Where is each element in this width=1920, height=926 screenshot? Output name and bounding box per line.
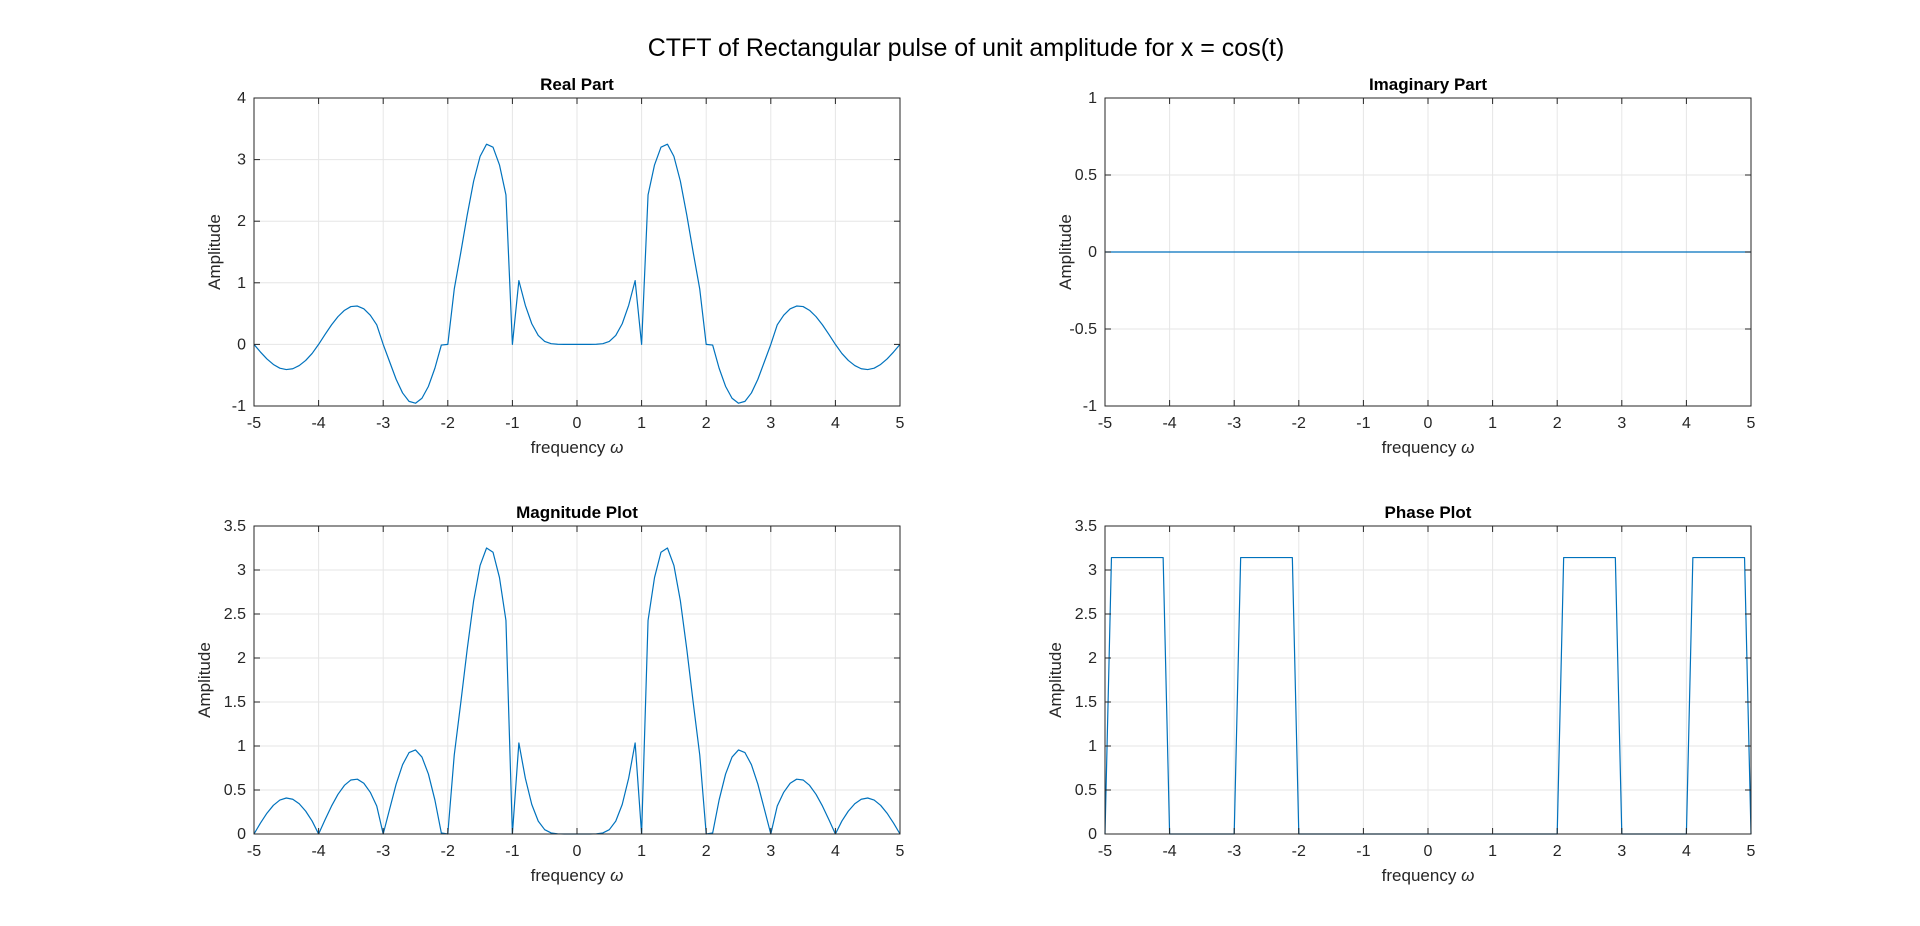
real-part-xtick-label: 2	[702, 415, 711, 432]
imaginary-part-xtick-label: -2	[1292, 415, 1306, 432]
magnitude-plot-xtick-label: -2	[441, 843, 455, 860]
imaginary-part-xtick-label: 1	[1488, 415, 1497, 432]
imaginary-part-xlabel-text: frequency	[1382, 438, 1457, 457]
magnitude-plot-xlabel-symbol: ω	[610, 866, 623, 885]
magnitude-plot-ylabel: Amplitude	[195, 642, 214, 718]
real-part-xtick-label: -2	[441, 415, 455, 432]
magnitude-plot-xlabel: frequency ω	[531, 866, 624, 885]
real-part-title: Real Part	[540, 75, 614, 94]
imaginary-part-xtick-label: 0	[1424, 415, 1433, 432]
magnitude-plot-ytick-label: 2	[237, 650, 246, 667]
magnitude-plot-ytick-label: 0.5	[224, 782, 246, 799]
magnitude-plot-ytick-label: 1.5	[224, 694, 246, 711]
real-part-ytick-label: 0	[237, 336, 246, 353]
imaginary-part-xlabel-symbol: ω	[1461, 438, 1474, 457]
magnitude-plot-xtick-label: -5	[247, 843, 261, 860]
imaginary-part-xtick-label: -4	[1162, 415, 1176, 432]
real-part-xtick-label: 3	[766, 415, 775, 432]
phase-plot-xtick-label: -1	[1356, 843, 1370, 860]
phase-plot-xtick-label: 1	[1488, 843, 1497, 860]
real-part-xlabel-text: frequency	[531, 438, 606, 457]
real-part-xtick-label: -3	[376, 415, 390, 432]
magnitude-plot-xtick-label: 2	[702, 843, 711, 860]
magnitude-plot-ytick-label: 3	[237, 562, 246, 579]
axes-layer: -5 -4 -3 -2 -1 0 1 2 3 4 5 -1 0 1 2 3 4 Real Part frequenc…	[195, 75, 1756, 885]
phase-plot-xtick-label: -2	[1292, 843, 1306, 860]
phase-plot-ytick-label: 2.5	[1075, 606, 1097, 623]
magnitude-plot-xtick-label: -4	[311, 843, 325, 860]
real-part-ytick-label: 4	[237, 90, 246, 107]
phase-plot-xtick-label: -5	[1098, 843, 1112, 860]
imaginary-part-title: Imaginary Part	[1369, 75, 1487, 94]
real-part-ytick-label: 1	[237, 275, 246, 292]
phase-plot-xlabel: frequency ω	[1382, 866, 1475, 885]
phase-plot-ylabel: Amplitude	[1046, 642, 1065, 718]
magnitude-plot-ytick-label: 2.5	[224, 606, 246, 623]
phase-plot-ytick-label: 3.5	[1075, 518, 1097, 535]
real-part-xtick-label: 5	[896, 415, 905, 432]
phase-plot-title: Phase Plot	[1385, 503, 1472, 522]
phase-plot-ytick-label: 1	[1088, 738, 1097, 755]
imaginary-part-ylabel: Amplitude	[1056, 214, 1075, 290]
real-part-xtick-label: 1	[637, 415, 646, 432]
imaginary-part-ytick-label: 0	[1088, 244, 1097, 261]
real-part-xtick-label: -5	[247, 415, 261, 432]
real-part-xlabel: frequency ω	[531, 438, 624, 457]
magnitude-plot-xtick-label: -1	[505, 843, 519, 860]
phase-plot-xtick-label: 4	[1682, 843, 1691, 860]
imaginary-part-xtick-label: -5	[1098, 415, 1112, 432]
phase-plot-xtick-label: 5	[1747, 843, 1756, 860]
imaginary-part-xtick-label: 2	[1553, 415, 1562, 432]
imaginary-part-xtick-label: 4	[1682, 415, 1691, 432]
real-part-ytick-label: 2	[237, 213, 246, 230]
phase-plot-xlabel-symbol: ω	[1461, 866, 1474, 885]
real-part-ylabel: Amplitude	[205, 214, 224, 290]
imaginary-part-xtick-label: 5	[1747, 415, 1756, 432]
imaginary-part-xlabel: frequency ω	[1382, 438, 1475, 457]
phase-plot-xtick-label: 0	[1424, 843, 1433, 860]
magnitude-plot-xtick-label: 1	[637, 843, 646, 860]
imaginary-part-axes: -5 -4 -3 -2 -1 0 1 2 3 4 5 -1 -0.5 0 0.5 1 Imaginary Par…	[1056, 75, 1756, 457]
phase-plot-ytick-label: 0.5	[1075, 782, 1097, 799]
magnitude-plot-xtick-label: -3	[376, 843, 390, 860]
imaginary-part-ytick-label: 0.5	[1075, 167, 1097, 184]
real-part-xtick-label: 4	[831, 415, 840, 432]
magnitude-plot-xtick-label: 3	[766, 843, 775, 860]
phase-plot-xtick-label: -4	[1162, 843, 1176, 860]
imaginary-part-ytick-label: 1	[1088, 90, 1097, 107]
real-part-series-line	[253, 143, 901, 404]
magnitude-plot-xlabel-text: frequency	[531, 866, 606, 885]
magnitude-plot-ytick-label: 0	[237, 826, 246, 843]
figure-title: CTFT of Rectangular pulse of unit amplit…	[648, 34, 1285, 62]
phase-plot-xtick-label: 3	[1617, 843, 1626, 860]
phase-plot-ytick-label: 2	[1088, 650, 1097, 667]
real-part-axes: -5 -4 -3 -2 -1 0 1 2 3 4 5 -1 0 1 2 3 4 Real Part frequenc…	[205, 75, 905, 457]
imaginary-part-ytick-label: -0.5	[1069, 321, 1097, 338]
magnitude-plot-title: Magnitude Plot	[516, 503, 638, 522]
real-part-xtick-label: -1	[505, 415, 519, 432]
phase-plot-xlabel-text: frequency	[1382, 866, 1457, 885]
real-part-ytick-label: 3	[237, 152, 246, 169]
phase-plot-ytick-label: 3	[1088, 562, 1097, 579]
phase-plot-ytick-label: 0	[1088, 826, 1097, 843]
magnitude-plot-xtick-label: 4	[831, 843, 840, 860]
real-part-xlabel-symbol: ω	[610, 438, 623, 457]
magnitude-plot-axes: -5 -4 -3 -2 -1 0 1 2 3 4 5 0 0.5 1 1.5 2 2.5 3 3.5 Magnitud…	[195, 503, 905, 885]
phase-plot-xtick-label: 2	[1553, 843, 1562, 860]
real-part-xtick-label: 0	[573, 415, 582, 432]
imaginary-part-xtick-label: -1	[1356, 415, 1370, 432]
imaginary-part-ytick-label: -1	[1083, 398, 1097, 415]
magnitude-plot-ytick-label: 3.5	[224, 518, 246, 535]
real-part-xtick-label: -4	[311, 415, 325, 432]
magnitude-plot-xtick-label: 5	[896, 843, 905, 860]
magnitude-plot-xtick-label: 0	[573, 843, 582, 860]
phase-plot-ytick-label: 1.5	[1075, 694, 1097, 711]
imaginary-part-xtick-label: -3	[1227, 415, 1241, 432]
magnitude-plot-ytick-label: 1	[237, 738, 246, 755]
imaginary-part-xtick-label: 3	[1617, 415, 1626, 432]
real-part-ytick-label: -1	[232, 398, 246, 415]
phase-plot-xtick-label: -3	[1227, 843, 1241, 860]
phase-plot-axes: -5 -4 -3 -2 -1 0 1 2 3 4 5 0 0.5 1 1.5 2 2.5 3 3.5 Phase Pl…	[1046, 503, 1756, 885]
